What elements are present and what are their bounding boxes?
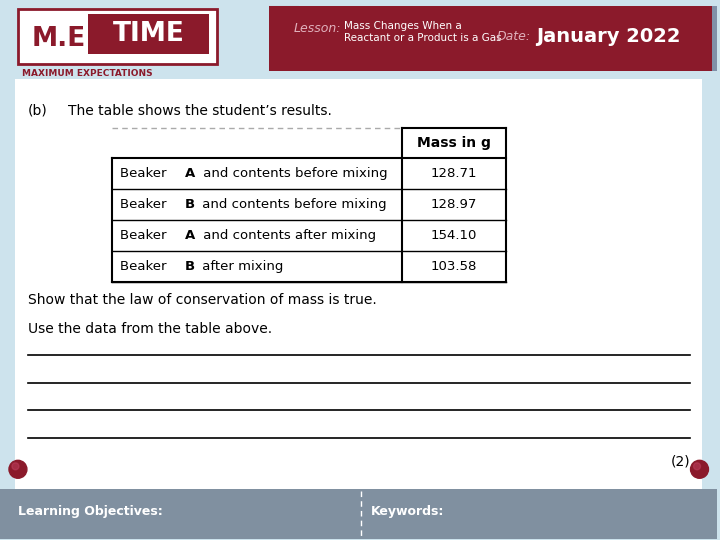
Text: A: A <box>185 167 196 180</box>
Text: 154.10: 154.10 <box>431 229 477 242</box>
Text: (b): (b) <box>28 104 48 118</box>
Text: B: B <box>185 198 195 211</box>
Text: 128.97: 128.97 <box>431 198 477 211</box>
Text: M.E.: M.E. <box>32 26 96 52</box>
Text: The table shows the student’s results.: The table shows the student’s results. <box>68 104 332 118</box>
Bar <box>15 79 703 492</box>
Text: January 2022: January 2022 <box>536 28 680 46</box>
Text: Lesson:: Lesson: <box>294 22 341 35</box>
Circle shape <box>9 460 27 478</box>
Text: Keywords:: Keywords: <box>371 505 444 518</box>
Text: and contents before mixing: and contents before mixing <box>198 198 387 211</box>
Text: (2): (2) <box>671 454 690 468</box>
Polygon shape <box>703 6 717 71</box>
Text: B: B <box>185 260 195 273</box>
Text: MAXIMUM EXPECTATIONS: MAXIMUM EXPECTATIONS <box>22 69 153 78</box>
Text: and contents after mixing: and contents after mixing <box>199 229 376 242</box>
Text: Beaker: Beaker <box>120 260 171 273</box>
Text: and contents before mixing: and contents before mixing <box>199 167 387 180</box>
Bar <box>88 14 210 54</box>
Circle shape <box>690 460 708 478</box>
Text: Reactant or a Product is a Gas: Reactant or a Product is a Gas <box>343 33 501 43</box>
Text: Mass Changes When a: Mass Changes When a <box>343 21 462 31</box>
Circle shape <box>12 463 19 470</box>
Text: TIME: TIME <box>112 21 184 47</box>
Text: Beaker: Beaker <box>120 167 171 180</box>
Text: Beaker: Beaker <box>120 229 171 242</box>
Bar <box>0 489 717 540</box>
Text: Mass in g: Mass in g <box>417 136 491 150</box>
Text: 103.58: 103.58 <box>431 260 477 273</box>
Text: Show that the law of conservation of mass is true.: Show that the law of conservation of mas… <box>28 293 377 307</box>
Text: Use the data from the table above.: Use the data from the table above. <box>28 322 272 336</box>
Polygon shape <box>269 6 299 71</box>
Text: after mixing: after mixing <box>198 260 284 273</box>
Text: A: A <box>185 229 196 242</box>
Text: Date:: Date: <box>496 30 531 43</box>
Text: Learning Objectives:: Learning Objectives: <box>18 505 163 518</box>
Text: 128.71: 128.71 <box>431 167 477 180</box>
Bar <box>269 6 713 71</box>
Circle shape <box>693 463 701 470</box>
Text: Beaker: Beaker <box>120 198 171 211</box>
Bar <box>18 9 217 64</box>
